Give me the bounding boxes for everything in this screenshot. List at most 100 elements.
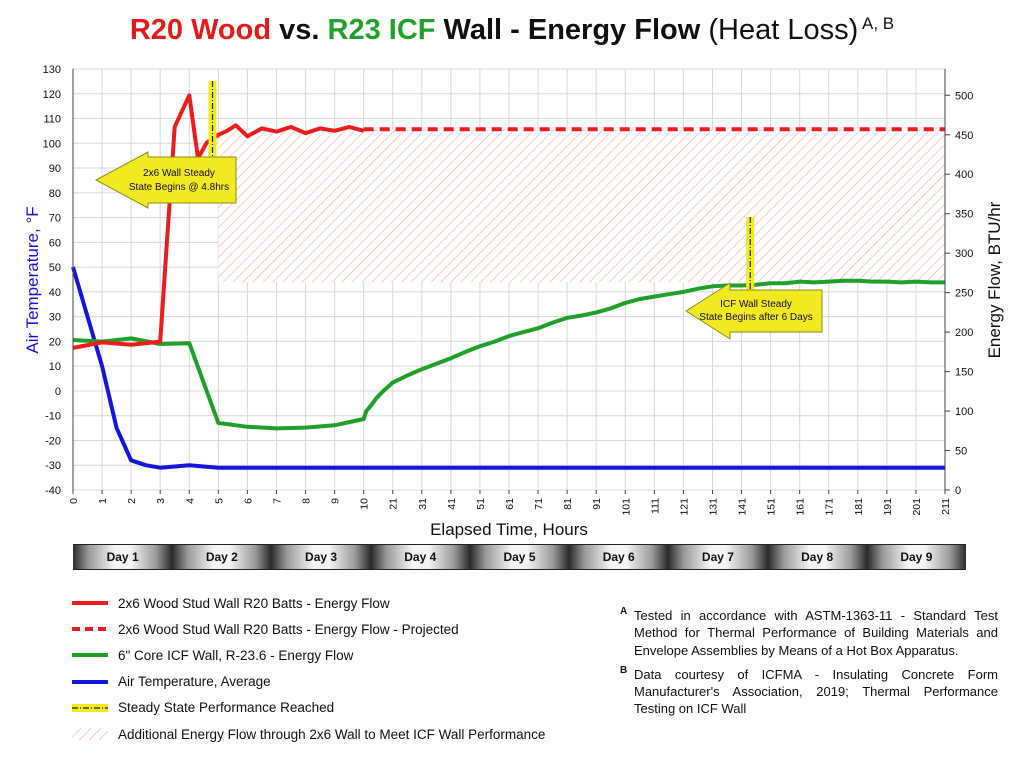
legend: 2x6 Wood Stud Wall R20 Batts - Energy Fl… [72,590,592,747]
x-tick-label: 6 [242,498,254,504]
day-cell-2: Day 2 [172,544,272,570]
x-tick-label: 131 [707,498,719,516]
legend-label: 2x6 Wood Stud Wall R20 Batts - Energy Fl… [118,595,390,611]
legend-item-icf: 6" Core ICF Wall, R-23.6 - Energy Flow [72,642,592,668]
air-temperature-line [71,266,945,470]
y-tick-label: 10 [49,361,61,373]
y-tick-label: 80 [49,188,61,200]
day-cell-6: Day 6 [569,544,669,570]
day-cell-8: Day 8 [767,544,867,570]
wood-callout-arrow [94,151,237,209]
x-tick-label: 9 [330,498,342,504]
x-tick-label: 101 [620,498,632,516]
day-cell-5: Day 5 [469,544,570,570]
title-part-heat-loss: (Heat Loss) [708,14,859,46]
y-tick-label: 30 [49,312,61,324]
legend-symbol-steady [72,701,108,715]
y-tick-label: 130 [43,64,61,76]
x-tick-label: 81 [562,498,574,510]
title-part-wood: R20 Wood [129,14,272,46]
chart-title: R20 Wood vs. R23 ICF Wall - Energy Flow … [0,12,1024,48]
y2-axis-title: Energy Flow, BTU/hr [985,201,1004,358]
x-tick-label: 4 [184,498,196,504]
y2-tick-label: 200 [955,327,973,339]
x-tick-label: 151 [766,498,778,516]
y2-tick-label: 0 [955,485,961,497]
legend-item-air: Air Temperature, Average [72,669,592,695]
title-part-vs: vs. [271,14,328,46]
x-tick-label: 0 [68,498,80,504]
x-tick-label: 171 [824,498,836,516]
legend-symbol-air [72,675,108,689]
legend-item-wood-proj: 2x6 Wood Stud Wall R20 Batts - Energy Fl… [72,616,592,642]
chart-svg: -40-30-20-100102030405060708090100110120… [23,64,1004,539]
day-cell-3: Day 3 [271,544,371,570]
x-axis-title: Elapsed Time, Hours [430,520,588,539]
x-tick-label: 31 [417,498,429,510]
y-tick-label: -10 [45,411,61,423]
x-tick-label: 2 [126,498,138,504]
x-tick-label: 201 [911,498,923,516]
y-tick-label: -40 [45,485,61,497]
day-cell-4: Day 4 [370,544,470,570]
y-tick-label: 70 [49,213,61,225]
icf-energy-line [72,278,945,431]
legend-item-hatch: Additional Energy Flow through 2x6 Wall … [72,721,592,747]
x-tick-label: 21 [388,498,400,510]
y2-tick-label: 350 [955,209,973,221]
title-part-wall: Wall - Energy Flow [435,14,709,46]
icf-callout-text-line2: State Begins after 6 Days [699,312,812,323]
x-tick-label: 91 [591,498,603,510]
wood-callout-text-line1: 2x6 Wall Steady [143,168,215,179]
y2-tick-label: 250 [955,288,973,300]
x-tick-label: 61 [504,498,516,510]
title-superscript: A, B [858,14,895,33]
day-bar: Day 1 Day 2 Day 3 Day 4 Day 5 Day 6 Day 7 Day 8… [73,544,966,570]
x-tick-label: 211 [940,498,952,515]
legend-symbol-hatch [72,727,108,741]
footnote-b-text: Data courtesy of ICFMA - Insulating Conc… [634,666,998,717]
x-tick-label: 121 [678,498,690,516]
y-tick-label: 0 [55,386,61,398]
legend-symbol-icf [72,648,108,662]
legend-symbol-wood [72,596,108,610]
y2-tick-label: 400 [955,169,973,181]
y-tick-label: -20 [45,435,61,447]
y-tick-label: 60 [49,237,61,249]
y-tick-label: 100 [43,138,61,150]
x-tick-label: 3 [155,498,167,504]
y-axis-title: Air Temperature, °F [23,206,42,353]
footnote-b-mark: B [620,664,628,676]
x-tick-label: 161 [795,498,807,516]
y-tick-label: 110 [43,114,61,126]
y2-tick-label: 300 [955,248,973,260]
y-tick-label: 90 [49,163,61,175]
y2-tick-label: 50 [955,446,967,458]
legend-label: Steady State Performance Reached [118,700,335,716]
footnotes: A Tested in accordance with ASTM-1363-11 … [620,606,998,725]
footnote-a-mark: A [620,606,628,617]
y2-tick-label: 100 [955,406,973,418]
y-tick-label: 120 [43,89,61,101]
y2-tick-label: 150 [955,367,973,379]
y2-tick-label: 500 [955,90,973,102]
x-tick-label: 8 [301,498,313,504]
footnote-a-text: Tested in accordance with ASTM-1363-11 -… [634,608,998,658]
x-tick-label: 141 [737,498,749,516]
x-tick-label: 1 [97,498,109,504]
x-tick-label: 111 [649,498,661,514]
legend-label: Additional Energy Flow through 2x6 Wall … [118,726,546,742]
legend-label: 6" Core ICF Wall, R-23.6 - Energy Flow [118,647,354,663]
wood-energy-line [72,93,365,350]
y-tick-label: 20 [49,336,61,348]
wood-callout-text-line2: State Begins @ 4.8hrs [129,182,229,193]
x-tick-label: 7 [271,498,283,504]
footnote-a: A Tested in accordance with ASTM-1363-11 … [620,606,998,659]
x-tick-label: 191 [882,498,894,516]
x-tick-label: 51 [475,498,487,510]
day-cell-7: Day 7 [668,544,768,570]
icf-callout-text-line1: ICF Wall Steady [720,299,792,310]
day-cell-9: Day 9 [866,544,966,570]
y-tick-label: 50 [49,262,61,274]
hatch-area [218,129,946,283]
